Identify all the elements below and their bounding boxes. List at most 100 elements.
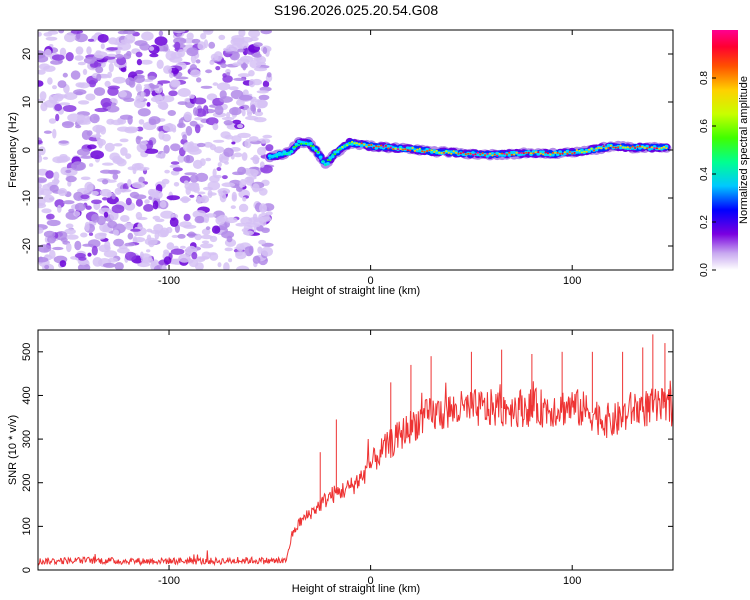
noise-blob <box>212 168 217 178</box>
y-tick-label: 400 <box>21 386 33 404</box>
noise-blob <box>136 58 142 66</box>
noise-blob <box>84 221 90 232</box>
signal-cell <box>457 152 460 155</box>
noise-blob <box>253 53 262 58</box>
signal-cell <box>300 142 303 145</box>
noise-blob <box>136 143 147 153</box>
signal-cell <box>335 149 340 154</box>
noise-blob <box>188 147 202 155</box>
noise-blob <box>191 38 201 44</box>
noise-blob <box>130 228 141 232</box>
signal-cell <box>612 146 615 149</box>
noise-blob <box>46 213 55 220</box>
noise-blob <box>58 30 65 34</box>
signal-cell <box>607 147 610 149</box>
signal-cell <box>428 149 431 152</box>
noise-blob <box>189 120 198 127</box>
noise-blob <box>82 68 88 75</box>
noise-blob <box>57 188 68 196</box>
signal-cell <box>555 152 560 157</box>
signal-cell <box>430 149 433 152</box>
noise-blob <box>83 57 97 64</box>
spectrogram-y-label: Frequency (Hz) <box>7 112 19 188</box>
noise-blob <box>120 67 127 73</box>
noise-blob <box>108 37 118 45</box>
signal-cell <box>462 151 465 154</box>
noise-blob <box>195 59 201 64</box>
noise-blob <box>192 210 207 219</box>
noise-blob <box>178 118 184 127</box>
signal-cell <box>496 154 499 157</box>
noise-blob <box>106 191 112 198</box>
noise-blob <box>146 102 151 107</box>
noise-blob <box>85 205 92 210</box>
signal-cell <box>455 151 458 154</box>
signal-cell <box>433 151 436 153</box>
noise-blob <box>87 239 101 248</box>
signal-cell <box>411 147 414 149</box>
noise-blob <box>96 73 102 82</box>
noise-blob <box>44 264 50 270</box>
noise-blob <box>168 90 178 97</box>
noise-blob <box>248 245 254 255</box>
noise-blob <box>221 230 235 239</box>
noise-blob <box>262 134 273 139</box>
signal-cell <box>551 153 555 157</box>
noise-blob <box>159 227 170 238</box>
noise-blob <box>112 157 125 165</box>
noise-blob <box>111 102 117 107</box>
snr-x-label: Height of straight line (km) <box>292 583 420 595</box>
signal-cell <box>534 151 538 154</box>
signal-cell <box>597 146 600 149</box>
noise-blob <box>42 156 49 160</box>
signal-cell <box>416 148 419 151</box>
noise-blob <box>252 188 264 192</box>
noise-blob <box>98 138 103 149</box>
noise-blob <box>70 30 84 34</box>
noise-blob <box>49 249 56 259</box>
x-tick-label: 0 <box>368 275 374 287</box>
noise-blob <box>194 233 202 241</box>
noise-blob <box>235 251 243 257</box>
noise-blob <box>43 194 55 203</box>
noise-blob <box>238 203 249 213</box>
noise-blob <box>177 88 191 97</box>
noise-blob <box>38 80 44 87</box>
colorbar-ticks: 0.0 0.2 0.4 0.6 0.8 <box>699 71 716 277</box>
noise-blob <box>229 107 242 116</box>
noise-blob <box>167 110 176 116</box>
noise-blob <box>140 140 148 145</box>
noise-blob <box>90 150 104 160</box>
signal-cell <box>621 146 625 149</box>
noise-blob <box>184 172 198 176</box>
noise-blob <box>59 102 71 106</box>
noise-blob <box>177 234 186 239</box>
noise-blob <box>125 197 132 206</box>
signal-cell <box>321 160 325 163</box>
noise-blob <box>135 51 143 58</box>
noise-blob <box>260 30 272 35</box>
noise-blob <box>244 138 252 149</box>
noise-blob <box>186 47 199 57</box>
noise-blob <box>135 94 142 104</box>
noise-blob <box>48 94 59 104</box>
noise-blob <box>98 207 112 215</box>
noise-blob <box>208 41 216 49</box>
noise-blob <box>190 182 200 187</box>
noise-blob <box>240 63 248 69</box>
noise-blob <box>183 213 191 222</box>
signal-cell <box>546 152 550 155</box>
signal-cell <box>551 151 555 154</box>
snr-x-ticks: -100 0 100 <box>158 330 581 587</box>
noise-blob <box>147 75 156 80</box>
signal-cell <box>396 148 400 151</box>
noise-blob <box>77 114 85 121</box>
noise-blob <box>166 195 180 201</box>
noise-blob <box>135 211 143 220</box>
noise-blob <box>65 169 72 174</box>
signal-cell <box>592 149 596 152</box>
noise-blob <box>73 211 81 217</box>
signal-cell <box>600 147 603 150</box>
noise-blob <box>200 33 207 40</box>
